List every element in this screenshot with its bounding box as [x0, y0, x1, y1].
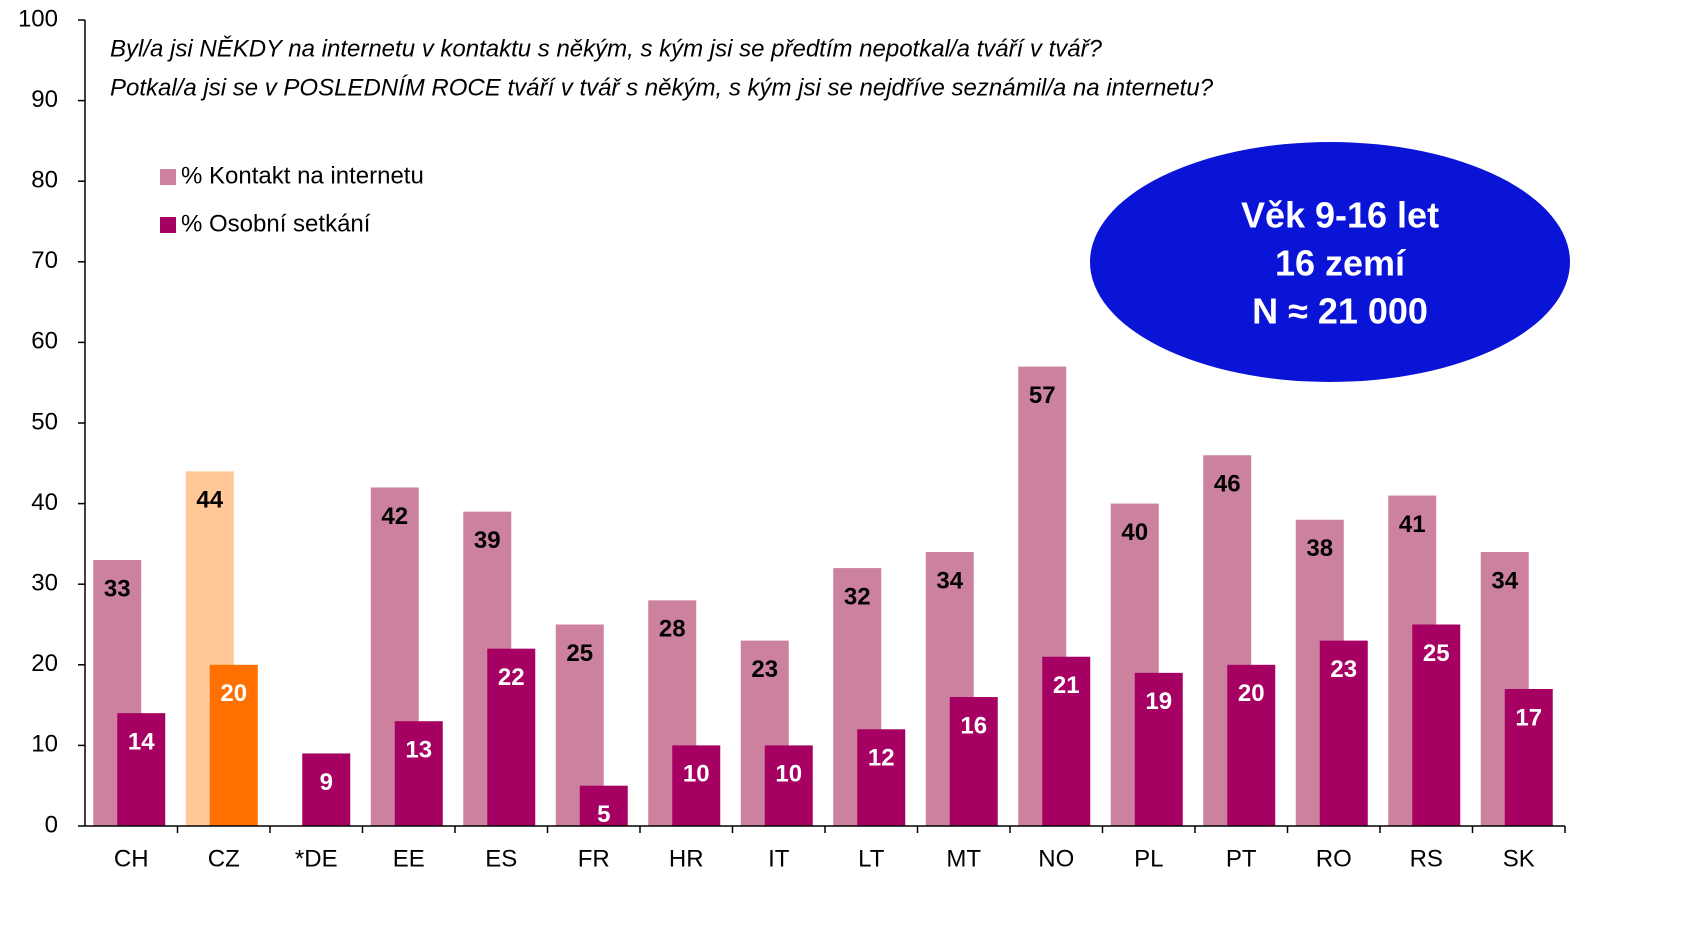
bar	[1319, 640, 1368, 826]
annotation: 16 zemí	[1275, 243, 1406, 284]
data-label: 57	[1029, 382, 1056, 409]
data-label: 22	[498, 664, 525, 691]
data-label: 41	[1399, 511, 1426, 538]
y-tick-label: 0	[45, 811, 58, 838]
bar	[764, 745, 813, 826]
bar	[1042, 656, 1091, 826]
data-label: 28	[659, 616, 686, 643]
bar	[672, 745, 721, 826]
x-tick-label: RS	[1410, 845, 1443, 872]
data-label: 9	[320, 769, 333, 796]
data-label: 12	[868, 745, 895, 772]
bar	[487, 648, 536, 826]
data-label: 19	[1145, 688, 1172, 715]
x-tick-label: HR	[669, 845, 704, 872]
bar	[1227, 664, 1276, 826]
y-tick-label: 90	[31, 86, 58, 113]
legend-label: % Osobní setkání	[181, 210, 371, 237]
subtitle: Potkal/a jsi se v POSLEDNÍM ROCE tváří v…	[110, 74, 1214, 101]
bar	[1412, 624, 1461, 826]
legend-swatch	[160, 217, 176, 233]
y-tick-label: 50	[31, 408, 58, 435]
x-tick-label: PL	[1134, 845, 1163, 872]
bar	[949, 697, 998, 826]
x-tick-label: ES	[485, 845, 517, 872]
y-tick-label: 70	[31, 247, 58, 274]
x-tick-label: IT	[768, 845, 790, 872]
y-tick-label: 10	[31, 731, 58, 758]
x-tick-label: EE	[393, 845, 425, 872]
x-tick-label: SK	[1503, 845, 1535, 872]
x-tick-label: FR	[578, 845, 610, 872]
data-label: 20	[220, 680, 247, 707]
x-tick-label: NO	[1038, 845, 1074, 872]
data-label: 38	[1306, 535, 1333, 562]
x-tick-label: CH	[114, 845, 149, 872]
y-tick-label: 80	[31, 167, 58, 194]
data-label: 34	[1491, 567, 1518, 594]
bar	[1134, 672, 1183, 826]
x-tick-label: MT	[946, 845, 981, 872]
data-label: 34	[936, 567, 963, 594]
data-label: 20	[1238, 680, 1265, 707]
data-label: 46	[1214, 471, 1241, 498]
x-tick-label: CZ	[208, 845, 240, 872]
x-tick-label: RO	[1316, 845, 1352, 872]
x-tick-label: LT	[858, 845, 885, 872]
legend-label: % Kontakt na internetu	[181, 162, 424, 189]
data-label: 5	[597, 801, 610, 828]
annotation: N ≈ 21 000	[1252, 291, 1428, 332]
y-tick-label: 40	[31, 489, 58, 516]
data-label: 25	[566, 640, 593, 667]
bar	[209, 664, 258, 826]
data-label: 10	[775, 761, 802, 788]
x-tick-label: PT	[1226, 845, 1257, 872]
annotation-ellipse	[1090, 142, 1570, 382]
y-tick-label: 20	[31, 650, 58, 677]
y-tick-label: 100	[18, 5, 58, 32]
x-tick-label: *DE	[295, 845, 338, 872]
y-tick-label: 60	[31, 328, 58, 355]
legend-swatch	[160, 169, 176, 185]
data-label: 44	[196, 487, 223, 514]
bar	[857, 729, 906, 826]
data-label: 13	[405, 737, 432, 764]
data-label: 21	[1053, 672, 1080, 699]
data-label: 32	[844, 583, 871, 610]
data-label: 39	[474, 527, 501, 554]
bar	[302, 753, 351, 826]
data-label: 10	[683, 761, 710, 788]
bar	[394, 721, 443, 826]
bar	[1504, 688, 1553, 826]
data-label: 17	[1515, 704, 1542, 731]
data-label: 42	[381, 503, 408, 530]
bar	[579, 785, 628, 826]
annotation: Věk 9-16 let	[1241, 195, 1439, 236]
data-label: 14	[128, 729, 155, 756]
data-label: 25	[1423, 640, 1450, 667]
data-label: 40	[1121, 519, 1148, 546]
bar	[117, 713, 166, 826]
data-label: 16	[960, 712, 987, 739]
data-label: 23	[751, 656, 778, 683]
subtitle: Byl/a jsi NĚKDY na internetu v kontaktu …	[110, 35, 1103, 62]
y-tick-label: 30	[31, 570, 58, 597]
data-label: 33	[104, 575, 131, 602]
data-label: 23	[1330, 656, 1357, 683]
